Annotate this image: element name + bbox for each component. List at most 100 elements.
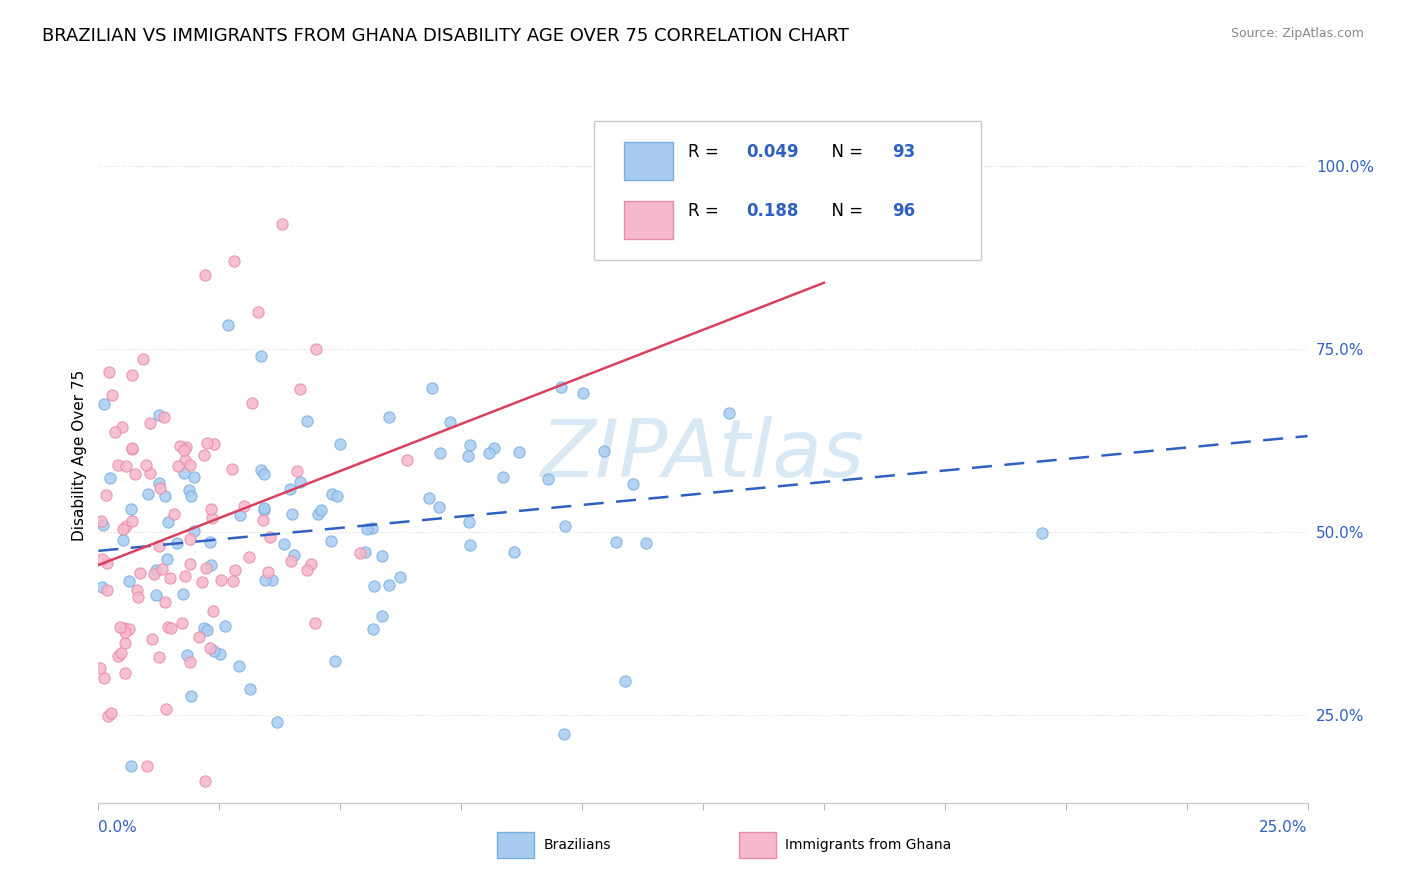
Point [420,381,443,395]
Point [361,622,384,636]
Point [145,588,167,602]
Point [439,415,461,429]
Point [149,481,172,495]
Point [177,483,200,497]
Point [307,507,329,521]
Point [121,441,143,455]
Point [145,563,167,577]
Point [209,574,232,588]
Point [93,397,115,411]
Point [321,487,343,501]
Point [112,522,135,536]
Point [239,682,262,697]
Point [139,466,162,480]
Point [121,442,143,457]
Point [717,406,740,420]
Point [156,515,179,529]
Point [271,217,294,231]
Point [224,564,246,578]
Point [93,671,115,685]
Text: Brazilians: Brazilians [543,838,610,852]
Point [195,624,218,638]
Point [166,459,188,474]
Point [502,545,524,559]
Point [129,566,152,581]
Point [295,413,318,427]
Point [202,604,225,618]
Point [96,583,118,598]
Point [221,462,243,476]
Point [202,437,225,451]
Point [492,470,515,484]
Point [115,519,138,533]
Point [148,408,170,422]
Point [156,620,179,634]
Point [326,489,349,503]
Y-axis label: Disability Age Over 75: Disability Age Over 75 [72,369,87,541]
Point [273,537,295,551]
Point [194,561,217,575]
Point [132,351,155,366]
Text: N =: N = [821,202,869,220]
Point [120,759,142,773]
Point [354,545,377,559]
Point [299,557,322,571]
Point [222,574,245,589]
Point [114,624,136,639]
Text: 96: 96 [891,202,915,220]
Point [370,608,392,623]
Point [114,666,136,681]
FancyBboxPatch shape [498,832,534,858]
Point [304,615,326,630]
Point [253,500,276,515]
Point [200,502,222,516]
Point [418,491,440,506]
Text: ZIPAtlas: ZIPAtlas [541,416,865,494]
Point [253,503,276,517]
Point [183,470,205,484]
Point [537,472,560,486]
Point [124,467,146,482]
Point [614,673,637,688]
Point [90,514,112,528]
Point [148,539,170,553]
Point [135,759,157,773]
Point [135,458,157,472]
Point [371,549,394,563]
Point [252,513,274,527]
Point [323,654,346,668]
Text: 0.188: 0.188 [747,202,799,220]
Point [111,419,134,434]
Point [554,519,576,533]
Text: N =: N = [821,144,869,161]
Point [278,482,301,496]
Point [214,619,236,633]
Point [193,448,215,462]
Point [194,773,217,788]
Point [281,508,304,522]
Point [121,515,143,529]
Point [153,409,176,424]
Point [170,615,193,630]
Point [173,466,195,480]
Point [1031,526,1053,541]
Point [148,650,170,665]
Point [254,573,277,587]
Point [174,440,197,454]
Point [179,655,201,669]
Point [190,575,212,590]
Point [148,476,170,491]
Text: 25.0%: 25.0% [1260,820,1308,835]
Point [319,533,342,548]
Point [349,546,371,560]
Point [605,534,627,549]
Point [508,445,530,459]
Point [427,500,450,514]
Point [173,442,195,457]
Point [107,458,129,472]
Point [118,574,141,588]
Point [285,464,308,478]
FancyBboxPatch shape [740,832,776,858]
Point [139,416,162,430]
Point [458,437,481,451]
